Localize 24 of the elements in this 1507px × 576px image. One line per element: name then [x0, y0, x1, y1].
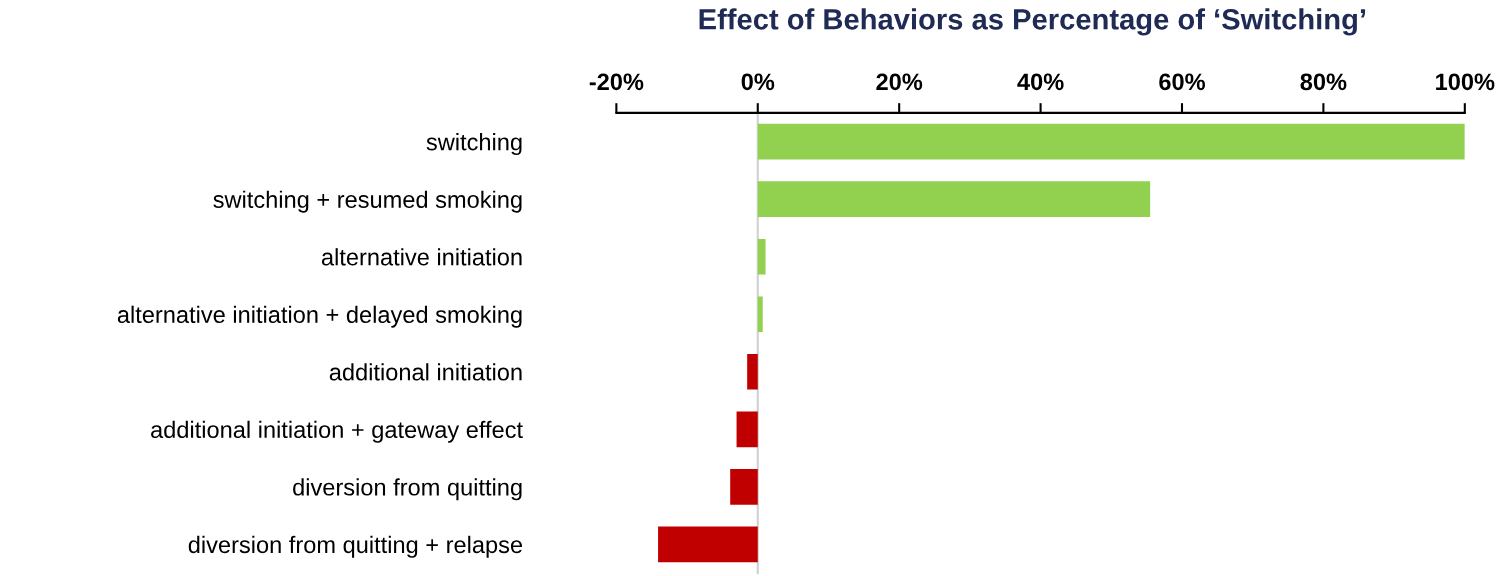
y-tick-label: alternative initiation + delayed smoking	[117, 305, 522, 328]
bar	[658, 526, 758, 563]
x-tick-label: 0%	[741, 73, 775, 91]
bar	[757, 181, 1151, 218]
x-tick-label: 20%	[876, 73, 923, 91]
bar	[747, 353, 758, 390]
chart-title: Effect of Behaviors as Percentage of ‘Switching’	[699, 8, 1366, 36]
bar	[757, 296, 763, 333]
bar	[757, 123, 1465, 160]
bar	[757, 238, 766, 275]
y-tick-label: switching + resumed smoking	[213, 190, 522, 213]
y-tick-label: additional initiation + gateway effect	[151, 420, 523, 443]
x-tick-label: 60%	[1159, 73, 1205, 91]
y-tick-label: diversion from quitting + relapse	[188, 535, 523, 558]
y-tick-label: switching	[426, 133, 522, 156]
x-tick-label: 100%	[1436, 73, 1495, 91]
x-tick-label: -20%	[589, 73, 644, 91]
x-tick-label: 80%	[1300, 73, 1347, 91]
bar	[736, 411, 758, 448]
x-tick-label: 40%	[1017, 73, 1064, 91]
y-tick-label: additional initiation	[329, 363, 522, 381]
bar	[730, 468, 758, 505]
y-tick-label: diversion from quitting	[293, 478, 522, 501]
y-tick-label: alternative initiation	[321, 248, 522, 266]
